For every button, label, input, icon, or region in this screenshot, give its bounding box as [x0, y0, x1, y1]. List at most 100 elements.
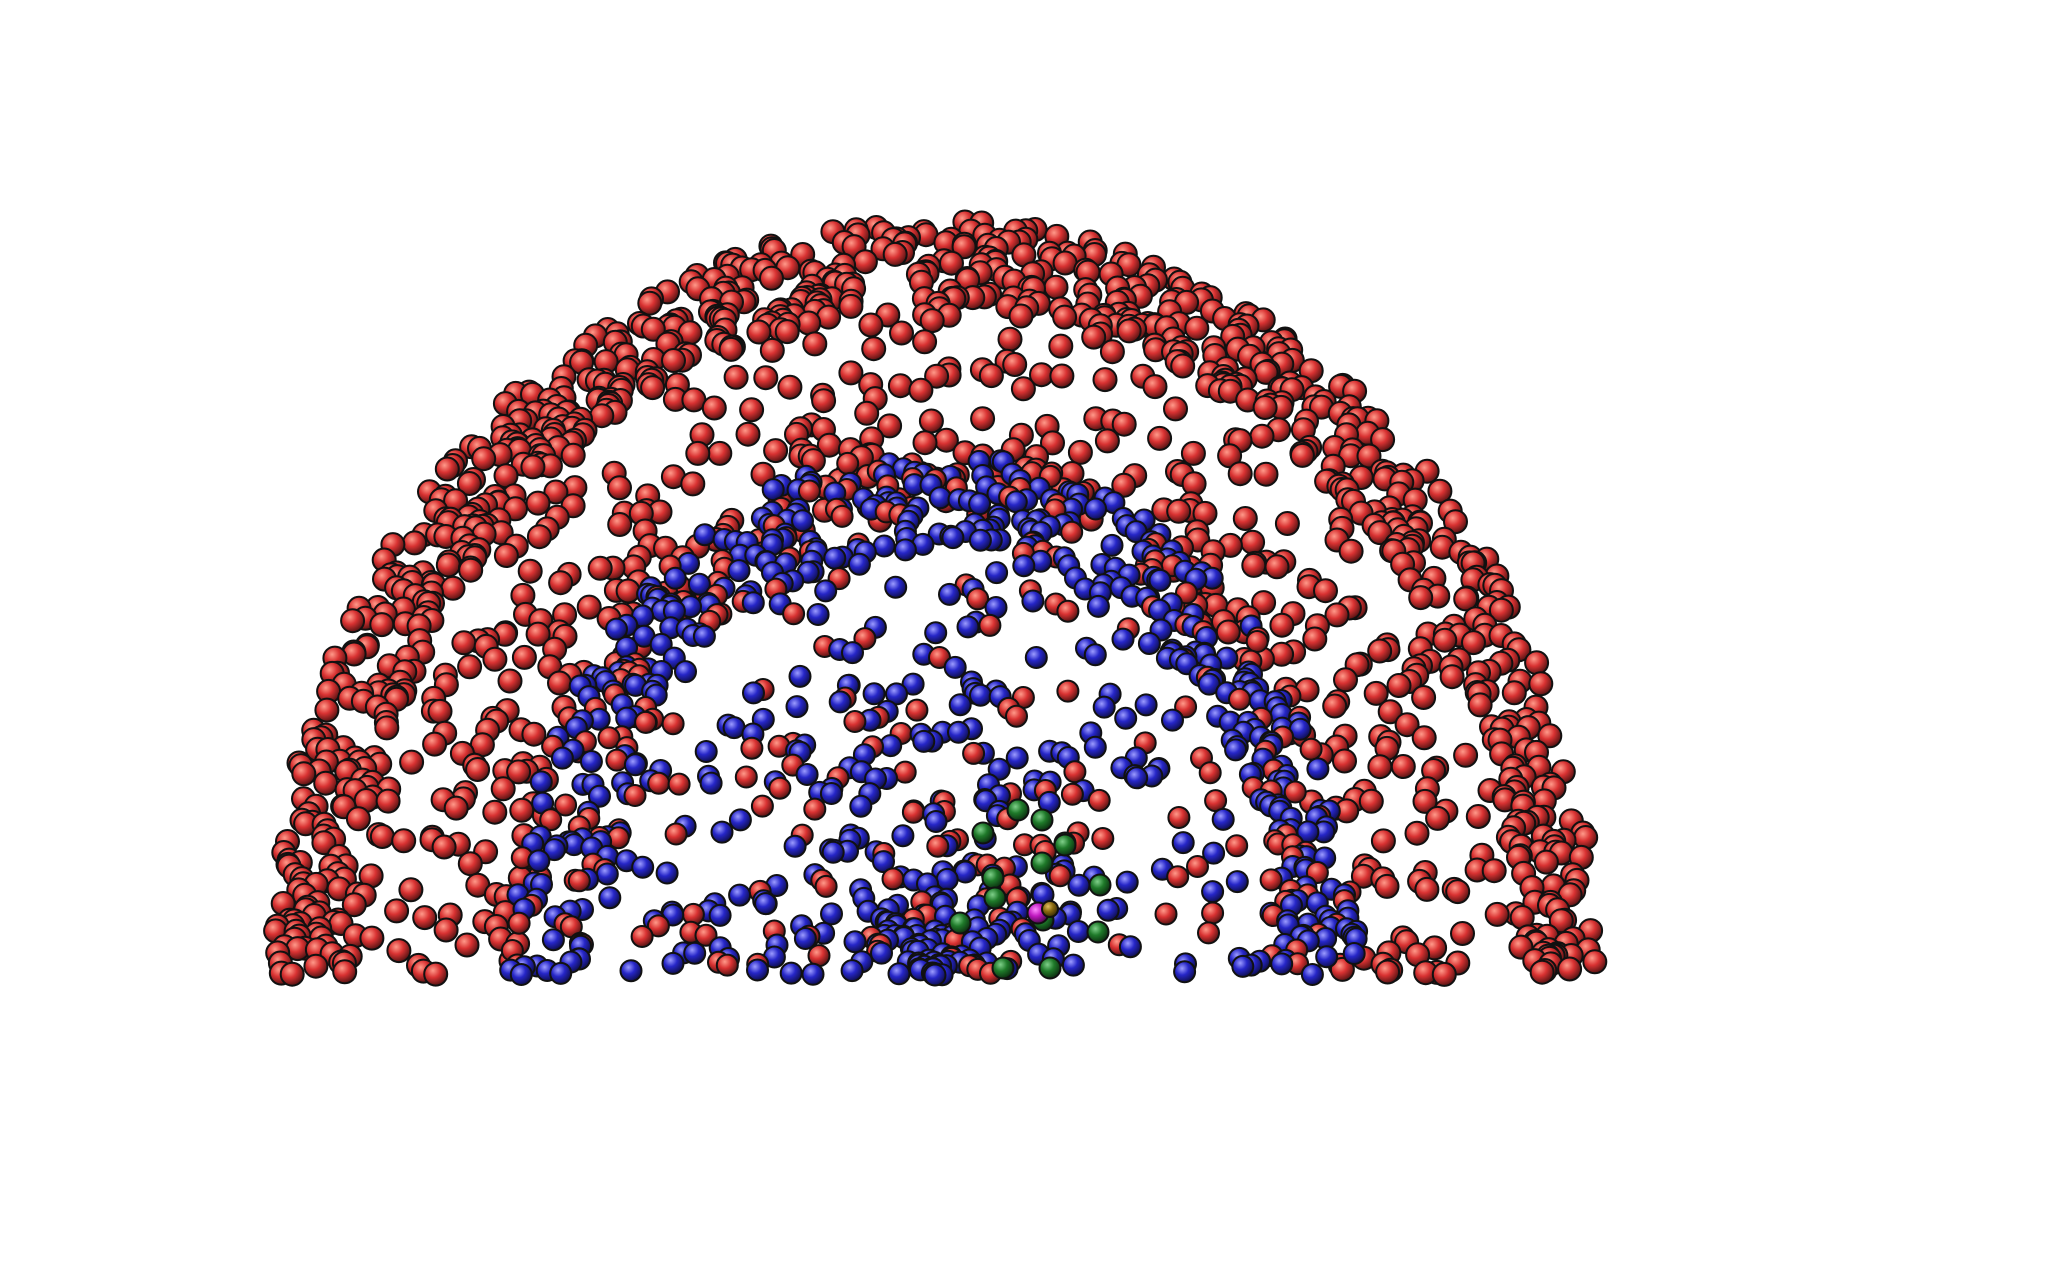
outer-shell-sphere: [517, 558, 543, 584]
interior-red-sphere: [1245, 630, 1269, 653]
outer-shell-sphere: [1180, 440, 1206, 466]
outer-shell-sphere: [1484, 901, 1510, 927]
interior-red-sphere: [1259, 868, 1283, 892]
inner-shell-sphere: [1125, 766, 1149, 790]
core-marker-sphere: [1030, 851, 1054, 875]
outer-shell-sphere: [340, 608, 366, 634]
outer-shell-sphere: [854, 400, 880, 426]
outer-shell-sphere: [1052, 304, 1078, 330]
outer-shell-sphere: [1142, 374, 1168, 400]
outer-shell-sphere: [615, 578, 641, 604]
outer-shell-sphere: [1049, 363, 1075, 389]
outer-shell-sphere: [1411, 725, 1437, 751]
inner-shell-sphere: [1012, 554, 1036, 578]
outer-shell-sphere: [1537, 723, 1563, 749]
outer-shell-sphere: [345, 806, 371, 832]
outer-shell-sphere: [858, 312, 884, 338]
outer-shell-sphere: [1322, 693, 1348, 719]
outer-shell-sphere: [1170, 353, 1196, 379]
outer-shell-sphere: [454, 932, 480, 958]
inner-shell-sphere: [1086, 594, 1110, 618]
core-marker-sphere: [948, 911, 972, 935]
outer-shell-sphere: [1241, 552, 1267, 578]
outer-shell-sphere: [451, 630, 477, 656]
interior-red-sphere: [1299, 737, 1323, 761]
inner-shell-sphere: [793, 927, 817, 950]
outer-shell-sphere: [1453, 586, 1479, 612]
inner-shell-sphere: [901, 672, 925, 696]
interior-red-sphere: [1060, 782, 1084, 806]
outer-shell-sphere: [1450, 921, 1475, 946]
outer-shell-sphere: [753, 365, 779, 391]
outer-shell-sphere: [482, 799, 508, 825]
outer-shell-sphere: [811, 388, 837, 414]
outer-shell-sphere: [386, 938, 412, 964]
outer-shell-sphere: [707, 440, 733, 466]
inner-shell-sphere: [948, 693, 972, 717]
inner-shell-sphere: [779, 961, 803, 985]
outer-shell-sphere: [1374, 873, 1400, 899]
inner-shell-sphere: [1134, 693, 1158, 717]
inner-shell-sphere: [1083, 643, 1107, 667]
inner-shell-sphere: [785, 695, 809, 719]
core-marker-sphere: [1088, 873, 1112, 897]
inner-shell-layer: [499, 449, 1369, 987]
outer-shell-sphere: [735, 421, 761, 447]
interior-red-sphere: [597, 726, 621, 750]
inner-shell-sphere: [710, 820, 734, 844]
inner-shell-sphere: [1148, 568, 1172, 592]
inner-shell-sphere: [1084, 497, 1108, 521]
outer-shell-sphere: [802, 331, 828, 357]
outer-shell-sphere: [547, 670, 572, 696]
inner-shell-sphere: [1096, 898, 1120, 922]
outer-shell-sphere: [1232, 506, 1258, 531]
interior-red-sphere: [646, 914, 670, 938]
outer-shell-sphere: [838, 293, 864, 319]
interior-red-sphere: [715, 953, 739, 977]
inner-shell-sphere: [550, 746, 574, 770]
inner-shell-sphere: [1171, 831, 1195, 855]
core-marker-sphere: [1030, 808, 1054, 832]
outer-shell-sphere: [497, 668, 523, 694]
inner-shell-sphere: [1024, 646, 1048, 669]
inner-shell-sphere: [985, 561, 1009, 585]
interior-red-sphere: [901, 800, 925, 824]
inner-shell-sphere: [1202, 841, 1226, 865]
interior-red-sphere: [1005, 704, 1028, 728]
outer-shell-sphere: [1008, 303, 1034, 329]
outer-shell-sphere: [1481, 858, 1507, 884]
inner-shell-sphere: [1100, 533, 1124, 557]
interior-red-sphere: [1063, 760, 1087, 784]
inner-shell-sphere: [692, 624, 716, 648]
outer-shell-sphere: [1524, 650, 1550, 676]
outer-shell-sphere: [1251, 590, 1277, 616]
outer-shell-sphere: [1240, 529, 1266, 555]
outer-shell-sphere: [1404, 820, 1430, 846]
interior-red-sphere: [1201, 901, 1225, 925]
outer-shell-sphere: [1052, 250, 1078, 276]
outer-shell-sphere: [1081, 324, 1107, 350]
outer-shell-sphere: [1425, 805, 1451, 831]
outer-shell-sphere: [1166, 498, 1192, 524]
outer-shell-sphere: [1370, 828, 1396, 854]
outer-shell-sphere: [1227, 461, 1253, 487]
inner-shell-sphere: [924, 810, 948, 833]
outer-shell-sphere: [525, 490, 551, 516]
outer-shell-sphere: [1412, 788, 1438, 814]
outer-shell-sphere: [1338, 538, 1364, 564]
outer-shell-sphere: [548, 570, 574, 596]
inner-shell-sphere: [509, 963, 533, 986]
outer-shell-sphere: [384, 898, 410, 924]
outer-shell-sphere: [1367, 520, 1393, 546]
interior-red-sphere: [1087, 788, 1111, 812]
outer-shell-sphere: [777, 374, 803, 400]
outer-shell-sphere: [1445, 879, 1471, 905]
outer-shell-sphere: [374, 715, 400, 741]
outer-shell-sphere: [852, 249, 878, 275]
outer-shell-sphere: [908, 377, 934, 403]
outer-shell-sphere: [279, 961, 305, 987]
inner-shell-sphere: [1061, 953, 1085, 977]
core-marker-sphere: [971, 821, 995, 845]
outer-shell-sphere: [1094, 428, 1120, 454]
inner-shell-sphere: [928, 486, 952, 510]
